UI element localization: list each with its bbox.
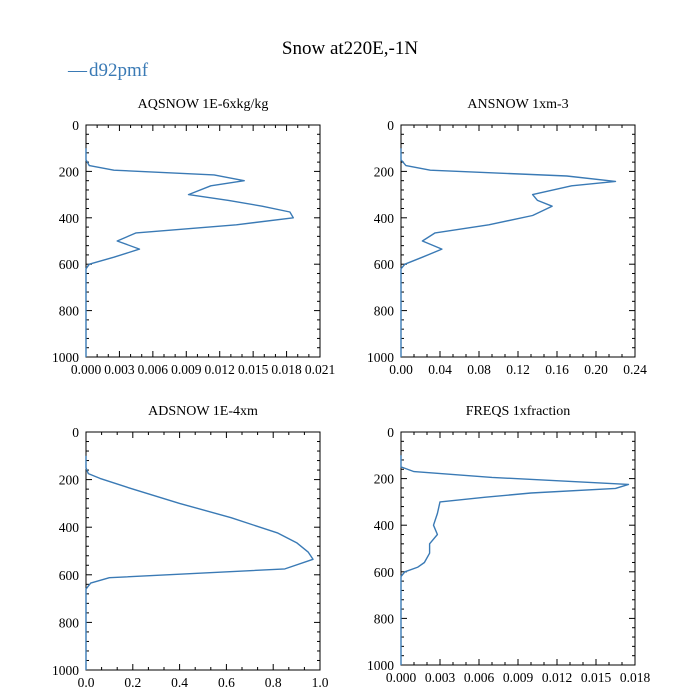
x-tick-label: 0.012 (205, 362, 235, 377)
series-line-d92pmf (400, 148, 617, 357)
y-tick-label: 1000 (367, 658, 394, 673)
x-tick-label: 0.021 (305, 362, 335, 377)
y-tick-label: 600 (59, 257, 80, 272)
x-tick-label: 0.04 (428, 362, 452, 377)
x-tick-label: 1.0 (312, 675, 329, 690)
y-tick-label: 800 (59, 615, 80, 630)
y-tick-label: 200 (374, 472, 395, 487)
y-tick-label: 1000 (52, 663, 79, 678)
x-tick-label: 0.00 (389, 362, 413, 377)
x-tick-label: 0.006 (138, 362, 169, 377)
panel-title: ANSNOW 1xm-3 (467, 97, 568, 112)
x-tick-label: 0.2 (124, 675, 141, 690)
series-line-d92pmf (85, 148, 294, 357)
y-tick-label: 1000 (367, 350, 394, 365)
plot-frame (400, 431, 636, 666)
legend-label: d92pmf (89, 60, 149, 81)
x-tick-label: 0.012 (542, 670, 572, 685)
y-tick-label: 0 (387, 425, 394, 440)
x-tick-label: 0.16 (545, 362, 569, 377)
x-tick-label: 0.24 (623, 362, 647, 377)
legend: — d92pmf (67, 60, 149, 81)
legend-dash: — (67, 60, 88, 81)
y-tick-label: 400 (59, 520, 80, 535)
y-tick-label: 800 (59, 304, 80, 319)
y-tick-label: 600 (374, 565, 395, 580)
plot-frame (85, 431, 321, 671)
x-tick-label: 0.12 (506, 362, 530, 377)
x-tick-label: 0.015 (581, 670, 612, 685)
series-line-d92pmf (400, 455, 630, 665)
y-tick-label: 0 (72, 118, 79, 133)
y-tick-label: 0 (387, 118, 394, 133)
y-tick-label: 400 (374, 211, 395, 226)
y-tick-label: 200 (374, 164, 395, 179)
y-tick-label: 200 (59, 164, 80, 179)
x-tick-label: 0.009 (171, 362, 202, 377)
y-tick-label: 0 (72, 425, 79, 440)
x-tick-label: 0.000 (71, 362, 102, 377)
x-tick-label: 0.006 (464, 670, 495, 685)
y-tick-label: 200 (59, 473, 80, 488)
y-tick-label: 800 (374, 304, 395, 319)
y-tick-label: 400 (59, 211, 80, 226)
x-tick-label: 0.08 (467, 362, 491, 377)
x-tick-label: 0.009 (503, 670, 534, 685)
panel-title: ADSNOW 1E-4xm (148, 404, 258, 419)
x-tick-label: 0.000 (386, 670, 417, 685)
y-tick-label: 600 (59, 568, 80, 583)
y-tick-label: 1000 (52, 350, 79, 365)
x-tick-label: 0.018 (620, 670, 651, 685)
series-line-d92pmf (85, 455, 314, 670)
x-tick-label: 0.20 (584, 362, 608, 377)
x-tick-label: 0.015 (238, 362, 269, 377)
plot-frame (400, 124, 636, 358)
x-tick-label: 0.0 (78, 675, 95, 690)
y-tick-label: 400 (374, 518, 395, 533)
figure-title: Snow at220E,-1N (282, 38, 418, 59)
x-tick-label: 0.003 (104, 362, 135, 377)
plot-frame (85, 124, 321, 358)
panel-title: AQSNOW 1E-6xkg/kg (138, 97, 269, 112)
y-tick-label: 800 (374, 611, 395, 626)
y-tick-label: 600 (374, 257, 395, 272)
x-tick-label: 0.6 (218, 675, 235, 690)
x-tick-label: 0.4 (171, 675, 188, 690)
panel-title: FREQS 1xfraction (466, 404, 571, 419)
x-tick-label: 0.003 (425, 670, 456, 685)
x-tick-label: 0.8 (265, 675, 282, 690)
x-tick-label: 0.018 (271, 362, 302, 377)
